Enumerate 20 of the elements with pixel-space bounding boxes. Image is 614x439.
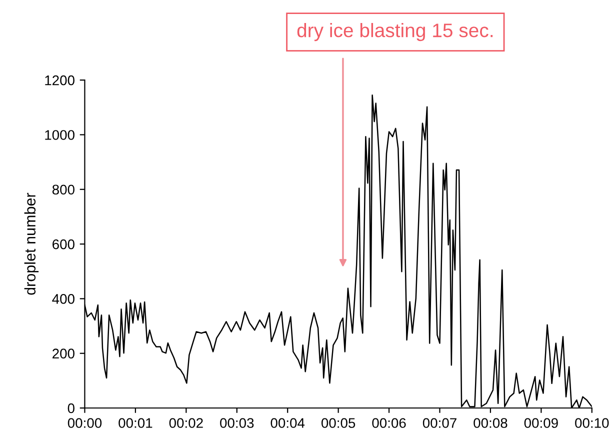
x-tick-label: 00:07: [422, 418, 456, 428]
x-tick-label: 00:01: [118, 418, 152, 428]
x-tick-label: 00:04: [270, 418, 305, 428]
x-tick-label: 00:00: [68, 418, 102, 428]
x-tick-label: 00:09: [524, 418, 558, 428]
x-tick-label: 00:08: [474, 418, 508, 428]
y-tick-label: 1200: [45, 75, 74, 86]
y-tick-label: 1000: [45, 130, 74, 140]
text: dry ice blasting 15 sec.: [297, 22, 493, 42]
y-tick-label: 400: [52, 294, 74, 304]
x-tick-label: 00:05: [321, 418, 356, 428]
x-tick-label: 00:10: [575, 418, 609, 428]
x-tick-label: 00:03: [220, 418, 254, 428]
y-tick-label: 600: [52, 239, 74, 250]
y-axis-title: droplet number: [24, 192, 39, 295]
y-tick-label: 0: [68, 403, 74, 414]
y-tick-label: 800: [52, 184, 74, 195]
y-tick-label: 200: [52, 348, 74, 359]
x-tick-label: 00:06: [372, 418, 406, 428]
x-tick-label: 00:02: [169, 418, 203, 428]
